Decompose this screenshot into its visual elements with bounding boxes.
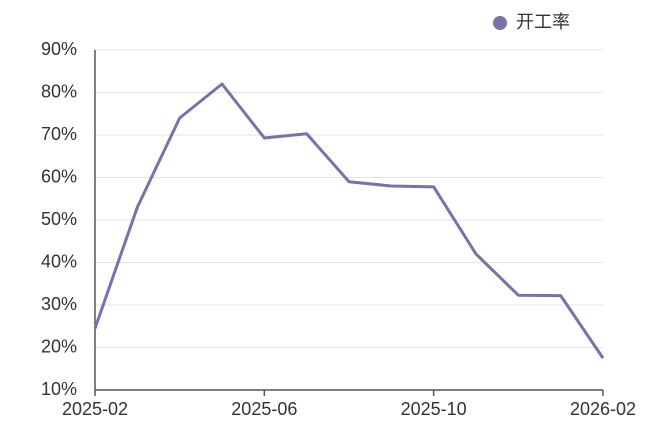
y-tick-label: 90%	[41, 39, 77, 59]
x-tick-label: 2025-02	[62, 399, 128, 419]
x-tick-label: 2025-06	[231, 399, 297, 419]
y-tick-label: 30%	[41, 294, 77, 314]
x-tick-label: 2025-10	[401, 399, 467, 419]
y-tick-label: 40%	[41, 251, 77, 271]
y-tick-label: 70%	[41, 124, 77, 144]
x-tick-label: 2026-02	[570, 399, 636, 419]
y-tick-label: 10%	[41, 379, 77, 399]
legend-marker	[493, 16, 507, 30]
y-tick-label: 60%	[41, 166, 77, 186]
y-tick-label: 80%	[41, 81, 77, 101]
y-tick-label: 50%	[41, 209, 77, 229]
y-tick-label: 20%	[41, 336, 77, 356]
series-line	[93, 82, 605, 359]
legend-label: 开工率	[516, 12, 570, 32]
